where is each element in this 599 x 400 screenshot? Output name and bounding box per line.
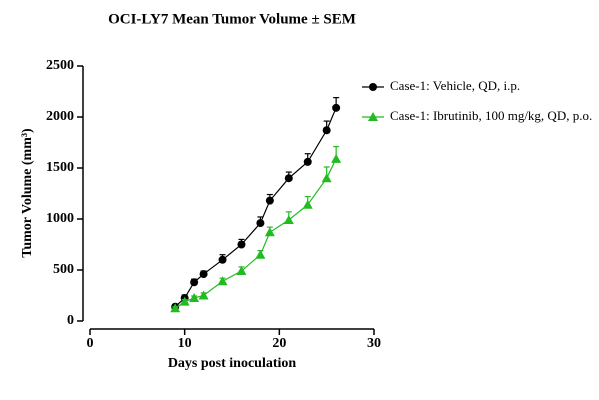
- data-point: [170, 303, 181, 313]
- chart-title: OCI-LY7 Mean Tumor Volume ± SEM: [108, 11, 356, 27]
- data-point: [322, 126, 331, 135]
- data-point: [302, 199, 313, 209]
- y-tick-label: 1000: [46, 211, 74, 226]
- x-tick-label: 10: [178, 336, 192, 351]
- series-line: [174, 158, 337, 309]
- data-point: [265, 196, 274, 205]
- legend-marker: [369, 83, 377, 91]
- data-point: [236, 266, 247, 276]
- y-tick-label: 0: [67, 313, 74, 328]
- data-point: [283, 215, 294, 225]
- data-point: [199, 270, 208, 279]
- data-point: [189, 293, 200, 303]
- y-tick-label: 500: [53, 262, 74, 277]
- data-point: [190, 278, 199, 287]
- legend-label: Case-1: Vehicle, QD, i.p.: [390, 78, 520, 93]
- data-point: [217, 276, 228, 286]
- y-axis-label: Tumor Volume (mm³): [20, 128, 35, 258]
- data-point: [218, 255, 227, 264]
- y-tick-label: 2500: [46, 58, 74, 73]
- y-tick-label: 1500: [46, 160, 74, 175]
- data-point: [255, 249, 266, 259]
- series-line: [174, 107, 337, 308]
- data-point: [179, 296, 190, 306]
- x-tick-label: 20: [272, 336, 286, 351]
- data-point: [264, 227, 275, 237]
- legend-label: Case-1: Ibrutinib, 100 mg/kg, QD, p.o.: [390, 108, 592, 123]
- x-axis-label: Days post inoculation: [168, 356, 297, 371]
- legend-marker: [368, 112, 378, 121]
- x-tick-label: 30: [367, 336, 381, 351]
- data-point: [198, 290, 209, 300]
- data-point: [321, 173, 332, 183]
- data-point: [303, 157, 312, 166]
- data-point: [256, 219, 265, 228]
- data-point: [237, 240, 246, 249]
- x-tick-label: 0: [87, 336, 94, 351]
- y-tick-label: 2000: [46, 109, 74, 124]
- data-point: [331, 153, 342, 163]
- data-point: [284, 174, 293, 183]
- data-point: [332, 103, 341, 112]
